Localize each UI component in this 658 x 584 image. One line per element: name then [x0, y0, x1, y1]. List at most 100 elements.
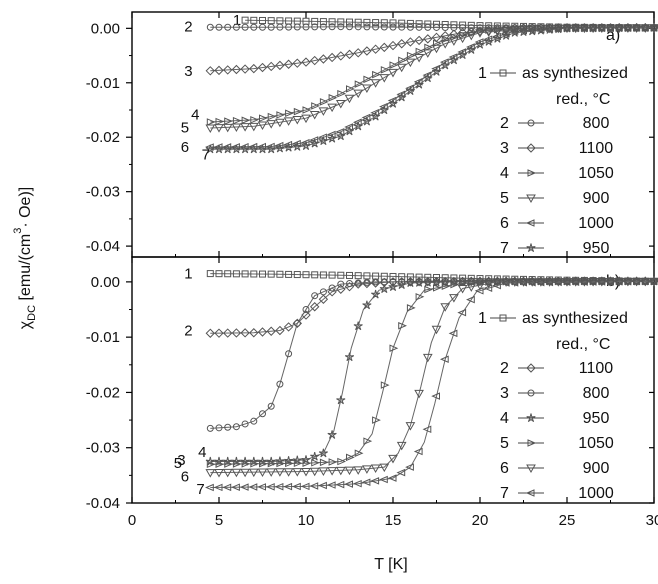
curve-number-label: 4 — [191, 106, 199, 123]
data-point — [459, 279, 468, 287]
data-point — [309, 302, 320, 312]
legend-first-label: as synthesized — [522, 65, 628, 82]
legend-marker — [527, 119, 535, 127]
data-point — [337, 457, 347, 466]
data-point — [398, 321, 407, 330]
data-point — [239, 483, 249, 491]
legend-first-entry: 1 — [478, 310, 487, 327]
data-point — [344, 352, 355, 362]
data-point — [423, 34, 433, 44]
data-point — [614, 23, 624, 33]
data-point — [328, 23, 336, 31]
data-point — [241, 460, 251, 468]
data-point — [224, 270, 232, 278]
data-point — [309, 482, 319, 490]
data-point — [283, 117, 294, 126]
data-point — [232, 423, 240, 431]
y-tick-label: -0.03 — [86, 440, 120, 457]
y-axis-title-chi: χ — [17, 320, 34, 329]
curve-number-label: 3 — [177, 452, 185, 469]
data-point — [285, 109, 294, 118]
data-point — [241, 270, 249, 278]
data-point — [266, 326, 276, 336]
data-point — [440, 31, 450, 41]
curve-number-label: 1 — [233, 12, 241, 29]
data-point — [398, 19, 406, 27]
data-point — [309, 110, 320, 120]
data-point — [344, 94, 355, 104]
data-point — [309, 55, 320, 66]
data-point — [319, 23, 327, 31]
data-point — [371, 289, 381, 299]
data-point — [466, 45, 476, 54]
data-point — [483, 28, 494, 37]
data-point — [561, 278, 571, 287]
data-point — [405, 58, 416, 68]
data-point — [327, 103, 337, 113]
data-point — [293, 23, 301, 31]
data-point — [448, 329, 458, 338]
data-point — [483, 284, 493, 292]
data-point — [363, 23, 371, 31]
data-point — [275, 468, 285, 477]
panel-b-plot: 0510152025300.00-0.01-0.02-0.03-0.041234… — [86, 257, 658, 529]
data-point — [422, 353, 433, 363]
data-point — [649, 23, 658, 32]
data-point — [319, 288, 327, 296]
data-point — [283, 482, 293, 491]
data-point — [353, 48, 363, 58]
data-point — [354, 23, 362, 31]
data-point — [501, 31, 511, 40]
data-point — [283, 468, 294, 477]
data-point — [267, 17, 275, 25]
data-point — [259, 23, 266, 31]
data-point — [250, 116, 260, 124]
curve-number-label: 2 — [184, 19, 192, 36]
data-point — [215, 23, 223, 31]
legend-entry-label: 1050 — [578, 435, 614, 452]
data-point — [457, 34, 468, 44]
data-point — [379, 42, 390, 53]
data-point — [224, 460, 233, 468]
data-point — [380, 19, 388, 27]
data-point — [449, 294, 459, 303]
data-point — [562, 23, 572, 33]
data-point — [362, 465, 372, 474]
data-point — [474, 287, 484, 295]
curve-number-label: 3 — [184, 63, 192, 80]
data-point — [205, 483, 214, 492]
data-point — [353, 89, 364, 99]
data-point — [370, 477, 380, 485]
data-point — [423, 73, 433, 83]
data-point — [232, 460, 242, 468]
legend-entry-number: 5 — [500, 190, 509, 207]
data-point — [311, 17, 319, 25]
data-point — [274, 482, 284, 491]
data-point — [311, 23, 319, 31]
data-point — [579, 278, 588, 286]
legend-first-label: as synthesized — [522, 310, 628, 327]
data-point — [231, 468, 242, 478]
data-point — [248, 122, 259, 132]
data-point — [415, 293, 425, 301]
data-point — [301, 57, 311, 67]
data-point — [283, 322, 294, 332]
data-point — [388, 99, 398, 108]
y-tick-label: -0.03 — [86, 184, 120, 201]
y-axis-title-rest: [emu/(cm — [17, 234, 34, 305]
legend-entry-label: 1000 — [578, 215, 614, 232]
data-point — [257, 144, 268, 154]
data-point — [337, 23, 345, 31]
data-point — [346, 453, 355, 462]
legend-marker — [526, 194, 536, 204]
data-point — [363, 437, 373, 445]
data-point — [475, 40, 485, 49]
data-point — [396, 39, 407, 49]
data-point — [222, 468, 233, 478]
x-tick-label: 15 — [385, 512, 402, 529]
data-point — [257, 121, 268, 130]
data-point — [406, 304, 416, 312]
data-point — [344, 49, 355, 60]
data-point — [405, 278, 415, 288]
legend-entry-number: 3 — [500, 140, 509, 157]
